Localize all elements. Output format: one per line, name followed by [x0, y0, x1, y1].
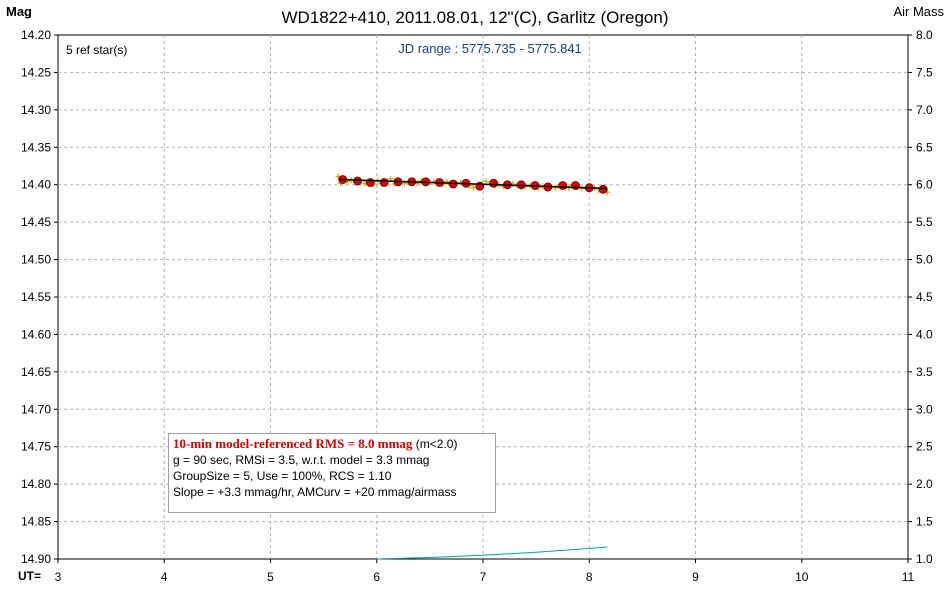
y-left-tick-label: 14.50	[21, 253, 51, 267]
y-right-tick-label: 3.5	[916, 365, 933, 379]
chart-title: WD1822+410, 2011.08.01, 12"(C), Garlitz …	[281, 8, 669, 27]
y-left-tick-label: 14.30	[21, 103, 51, 117]
y-left-tick-label: 14.90	[21, 552, 51, 566]
y-axis-right-label: Air Mass	[893, 4, 944, 19]
y-right-tick-label: 8.0	[916, 28, 933, 42]
x-tick-label: 11	[902, 570, 915, 584]
y-right-tick-label: 4.0	[916, 327, 933, 341]
y-axis-left-label: Mag	[6, 4, 32, 19]
x-tick-label: 5	[267, 570, 274, 584]
y-left-tick-label: 14.25	[21, 65, 51, 79]
rms-condition: (m<2.0)	[412, 437, 458, 451]
binned-data-point	[558, 181, 568, 190]
x-tick-label: 9	[692, 570, 699, 584]
binned-data-point	[598, 184, 608, 194]
axis-ticks: 14.20 14.25 14.30 14.35 14.40 14.45 14.50 14.55…	[21, 28, 933, 584]
rms-highlight: 10-min model-referenced RMS = 8.0 mmag	[173, 436, 413, 451]
x-tick-label: 4	[161, 570, 168, 584]
y-right-tick-label: 7.0	[916, 103, 933, 117]
y-left-tick-label: 14.75	[21, 440, 51, 454]
info-line-3: GroupSize = 5, Use = 100%, RCS = 1.10	[173, 469, 392, 483]
binned-data-point	[516, 180, 526, 190]
x-tick-label: 7	[480, 570, 487, 584]
y-right-tick-label: 6.5	[916, 140, 933, 154]
binned-data-point	[353, 176, 363, 186]
binned-data-point	[379, 178, 389, 187]
y-right-tick-label: 1.5	[916, 515, 933, 529]
raw-data-point	[470, 184, 477, 191]
plot-series	[335, 173, 611, 560]
y-right-tick-label: 4.5	[916, 290, 933, 304]
y-left-tick-label: 14.85	[21, 515, 51, 529]
x-axis-label: UT=	[18, 569, 42, 583]
x-tick-label: 8	[586, 570, 593, 584]
y-right-tick-label: 2.5	[916, 440, 933, 454]
raw-data-point	[578, 185, 585, 192]
binned-data-point	[489, 178, 499, 188]
info-line-4: Slope = +3.3 mmag/hr, AMCurv = +20 mmag/…	[173, 485, 457, 499]
y-left-tick-label: 14.80	[21, 477, 51, 491]
info-line-2: g = 90 sec, RMSi = 3.5, w.r.t. model = 3…	[173, 453, 430, 467]
y-left-tick-label: 14.20	[21, 28, 51, 42]
y-right-tick-label: 2.0	[916, 477, 933, 491]
y-left-tick-label: 14.35	[21, 140, 51, 154]
y-right-tick-label: 6.0	[916, 178, 933, 192]
y-left-tick-label: 14.55	[21, 290, 51, 304]
y-left-tick-label: 14.65	[21, 365, 51, 379]
x-tick-label: 10	[795, 570, 809, 584]
y-right-tick-label: 7.5	[916, 65, 933, 79]
binned-data-point	[365, 178, 375, 187]
y-right-tick-label: 3.0	[916, 402, 933, 416]
raw-data-point	[552, 184, 559, 191]
y-right-tick-label: 5.0	[916, 253, 933, 267]
y-right-tick-label: 1.0	[916, 552, 933, 566]
model-trend-line	[338, 178, 608, 190]
jd-range-annotation: JD range : 5775.735 - 5775.841	[398, 41, 582, 56]
y-left-tick-label: 14.70	[21, 402, 51, 416]
stats-info-box: 10-min model-referenced RMS = 8.0 mmag (…	[168, 433, 496, 513]
y-right-tick-label: 5.5	[916, 215, 933, 229]
ref-stars-annotation: 5 ref star(s)	[66, 43, 128, 57]
y-left-tick-label: 14.60	[21, 327, 51, 341]
info-line-1: 10-min model-referenced RMS = 8.0 mmag (…	[173, 436, 491, 452]
x-tick-label: 3	[55, 570, 62, 584]
binned-data-point	[571, 181, 580, 190]
airmass-curve	[376, 546, 608, 560]
y-left-tick-label: 14.40	[21, 178, 51, 192]
y-left-tick-label: 14.45	[21, 215, 51, 229]
x-tick-label: 6	[373, 570, 380, 584]
grid-lines	[58, 35, 908, 559]
